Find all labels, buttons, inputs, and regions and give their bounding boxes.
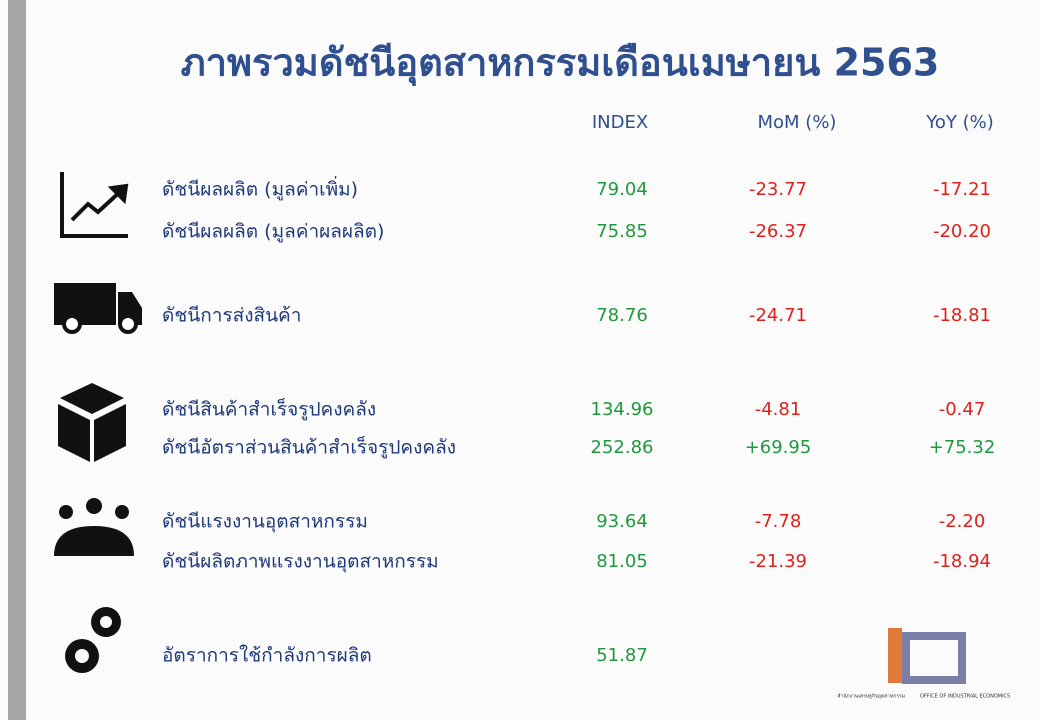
column-header: MoM (%) [758,112,837,133]
side-bar [8,0,26,720]
index-value: 79.04 [596,179,648,200]
mom-value: -26.37 [749,221,807,242]
box-icon [58,383,126,462]
gears-icon [65,607,121,673]
index-value: 93.64 [596,511,648,532]
mom-value: -23.77 [749,179,807,200]
row-label: ดัชนีสินค้าสำเร็จรูปคงคลัง [162,397,376,421]
index-value: 51.87 [596,645,648,666]
column-header: YoY (%) [925,112,993,133]
index-value: 78.76 [596,305,648,326]
logo: สำนักงานเศรษฐกิจอุตสาหกรรม OFFICE OF IND… [837,628,1010,700]
chart-icon [60,172,129,238]
index-value: 81.05 [596,551,648,572]
column-header: INDEX [592,112,648,133]
yoy-value: -17.21 [933,179,991,200]
truck-icon [54,283,142,334]
yoy-value: -0.47 [939,399,986,420]
row-label: ดัชนีแรงงานอุตสาหกรรม [162,511,368,534]
row-label: อัตราการใช้กำลังการผลิต [162,645,372,667]
title: ภาพรวมดัชนีอุตสาหกรรมเดือนเมษายน 2563 [181,41,940,87]
row-label: ดัชนีอัตราส่วนสินค้าสำเร็จรูปคงคลัง [162,435,456,459]
yoy-value: +75.32 [929,437,996,458]
index-value: 252.86 [591,437,654,458]
yoy-value: -18.94 [933,551,991,572]
mom-value: -7.78 [755,511,802,532]
row-label: ดัชนีผลผลิต (มูลค่าผลผลิต) [162,221,384,243]
people-icon [54,498,134,556]
mom-value: -21.39 [749,551,807,572]
logo-english: OFFICE OF INDUSTRIAL ECONOMICS [920,694,1010,700]
row-label: ดัชนีผลิตภาพแรงงานอุตสาหกรรม [162,551,439,574]
index-value: 75.85 [596,221,648,242]
yoy-value: -18.81 [933,305,991,326]
yoy-value: -2.20 [939,511,986,532]
mom-value: -4.81 [755,399,802,420]
mom-value: -24.71 [749,305,807,326]
mom-value: +69.95 [745,437,812,458]
row-label: ดัชนีการส่งสินค้า [162,305,301,327]
logo-thai: สำนักงานเศรษฐกิจอุตสาหกรรม [837,693,905,700]
index-value: 134.96 [591,399,654,420]
yoy-value: -20.20 [933,221,991,242]
row-label: ดัชนีผลผลิต (มูลค่าเพิ่ม) [162,176,358,201]
